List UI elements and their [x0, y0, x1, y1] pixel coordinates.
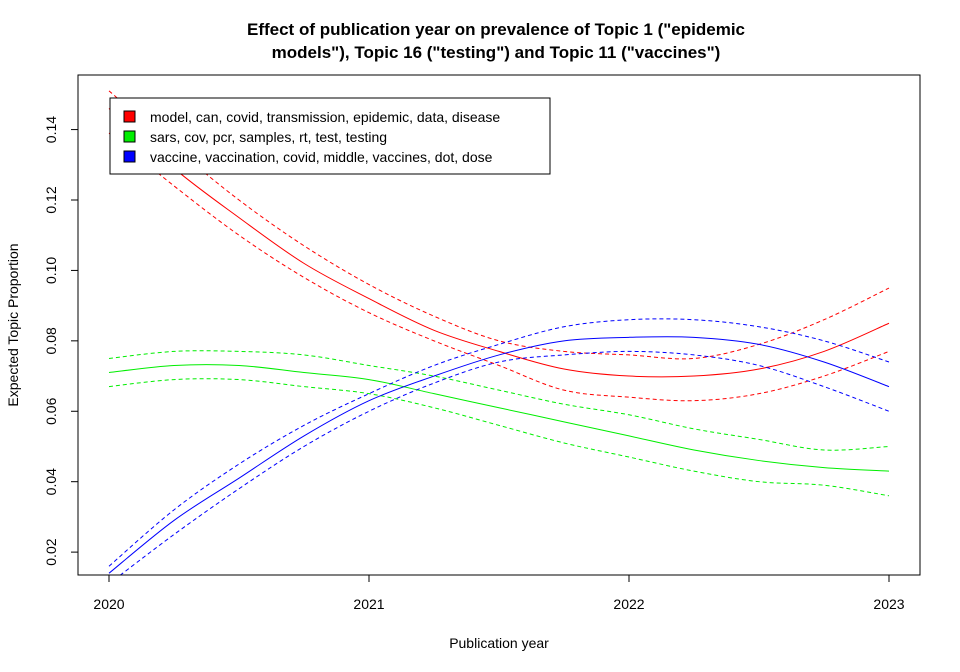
chart-title-line-2: models"), Topic 16 ("testing") and Topic… — [272, 43, 721, 62]
x-tick-label-2022: 2022 — [613, 596, 644, 612]
series-3-line — [108, 336, 890, 574]
legend-label-2: sars, cov, pcr, samples, rt, test, testi… — [150, 129, 387, 145]
y-tick-label-0.10: 0.10 — [43, 257, 59, 284]
legend-label-3: vaccine, vaccination, covid, middle, vac… — [150, 149, 493, 165]
y-tick-label-0.04: 0.04 — [43, 468, 59, 495]
series-1-line — [108, 108, 890, 378]
series-2 — [108, 350, 890, 497]
y-tick-label-0.08: 0.08 — [43, 327, 59, 354]
x-tick-label-2023: 2023 — [873, 596, 904, 612]
series-1-lower-ci — [108, 132, 890, 402]
series-2-lower-ci — [108, 378, 890, 497]
y-tick-label-0.06: 0.06 — [43, 397, 59, 424]
series-2-upper-ci — [108, 350, 890, 451]
x-tick-label-2020: 2020 — [93, 596, 124, 612]
legend-swatch-3 — [123, 150, 136, 163]
x-axis-label: Publication year — [449, 635, 549, 651]
y-axis-label: Expected Topic Proportion — [5, 243, 21, 406]
chart-title-line-1: Effect of publication year on prevalence… — [247, 20, 745, 39]
y-tick-label-0.12: 0.12 — [43, 186, 59, 213]
legend: model, can, covid, transmission, epidemi… — [109, 97, 551, 175]
legend-box — [109, 97, 551, 175]
y-tick-label-0.02: 0.02 — [43, 538, 59, 565]
series-layer — [108, 90, 890, 575]
y-tick-label-0.14: 0.14 — [43, 116, 59, 143]
legend-swatch-2 — [123, 130, 136, 143]
y-axis: 0.02 0.04 0.06 0.08 0.10 0.12 0.14 — [43, 116, 79, 566]
series-3 — [108, 318, 890, 575]
legend-swatch-1 — [123, 110, 136, 123]
legend-label-1: model, can, covid, transmission, epidemi… — [150, 109, 500, 125]
series-3-upper-ci — [108, 318, 890, 567]
series-3-lower-ci — [119, 350, 890, 575]
series-2-line — [108, 364, 890, 472]
x-tick-label-2021: 2021 — [353, 596, 384, 612]
x-axis: 2020 2021 2022 2023 — [93, 574, 905, 612]
